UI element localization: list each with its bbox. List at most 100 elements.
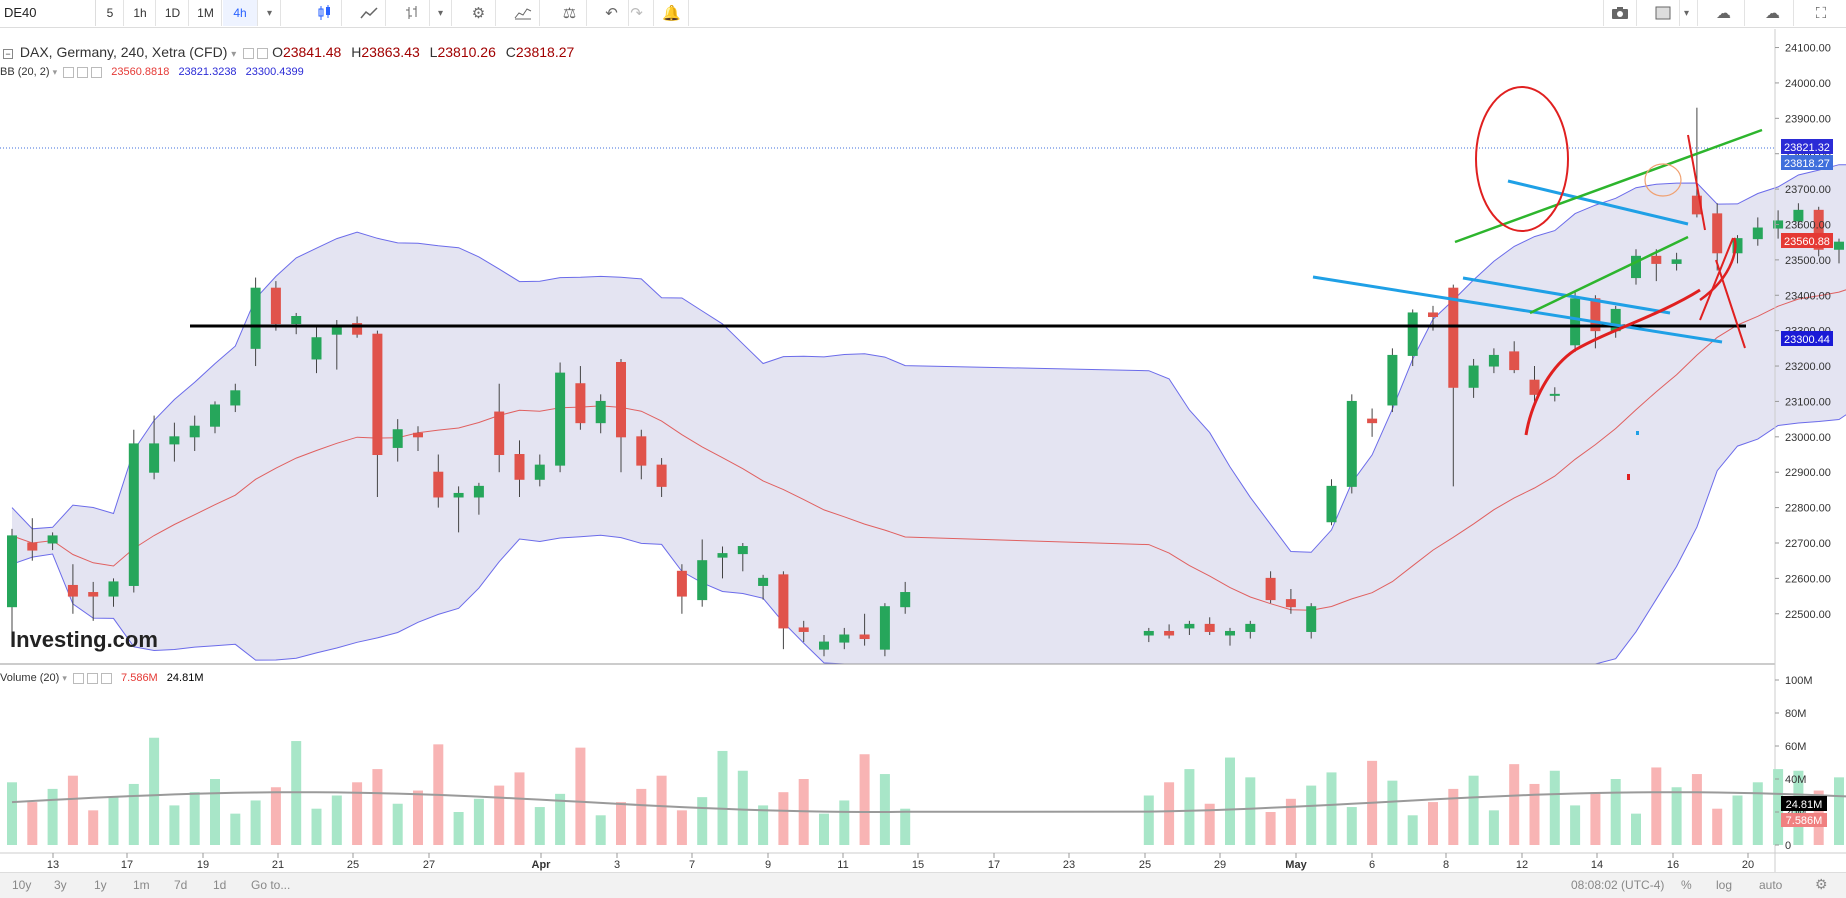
red-ellipse-drawing[interactable] bbox=[1475, 86, 1569, 232]
legend-eye-icon[interactable] bbox=[243, 47, 255, 59]
volume-bar bbox=[514, 772, 525, 845]
collapse-icon[interactable]: − bbox=[3, 49, 13, 59]
undo-icon[interactable]: ↶ bbox=[595, 0, 629, 26]
volume-tick-label: 100M bbox=[1785, 675, 1813, 687]
red-slash-drawing[interactable] bbox=[1687, 134, 1746, 349]
save-cloud-icon[interactable]: ☁ bbox=[1752, 0, 1794, 26]
legend-settings-icon[interactable] bbox=[257, 47, 269, 59]
volume-bar bbox=[1407, 815, 1418, 845]
chart-canvas[interactable]: Investing.com 24100.00 24000.00 23900.00 23… bbox=[0, 29, 1846, 872]
bb-upper-value: 23821.3238 bbox=[178, 66, 237, 78]
date-tick-label: 7 bbox=[689, 859, 695, 871]
bottom-settings-gear-icon[interactable]: ⚙ bbox=[1815, 876, 1828, 892]
green-line-lower[interactable] bbox=[1529, 235, 1689, 315]
volume-dropdown-icon[interactable]: ▾ bbox=[62, 673, 67, 683]
symbol-input[interactable]: DE40 bbox=[0, 0, 96, 26]
volume-eye-icon[interactable] bbox=[72, 672, 84, 684]
auto-toggle[interactable]: auto bbox=[1759, 878, 1783, 892]
candle-body bbox=[697, 560, 708, 601]
range-10y[interactable]: 10y bbox=[12, 878, 32, 892]
layout-dropdown-icon[interactable]: ▾ bbox=[1676, 0, 1698, 26]
candle-body bbox=[230, 390, 241, 406]
percent-toggle[interactable]: % bbox=[1681, 878, 1692, 892]
legend-dropdown-icon[interactable]: ▾ bbox=[231, 49, 237, 60]
log-toggle[interactable]: log bbox=[1716, 878, 1733, 892]
volume-bar bbox=[1671, 787, 1682, 845]
orange-ellipse-drawing[interactable] bbox=[1644, 163, 1682, 197]
interval-1d[interactable]: 1D bbox=[157, 0, 189, 26]
redo-icon[interactable]: ↷ bbox=[620, 0, 654, 26]
bars-chart-type-icon[interactable] bbox=[396, 0, 430, 26]
bb-close-icon[interactable] bbox=[91, 66, 103, 78]
range-1m[interactable]: 1m bbox=[133, 878, 150, 892]
close-value: 23818.27 bbox=[515, 44, 575, 60]
bollinger-middle-line bbox=[11, 289, 1846, 611]
bb-eye-icon[interactable] bbox=[63, 66, 75, 78]
volume-close-icon[interactable] bbox=[100, 672, 112, 684]
volume-last-tag: 7.586M bbox=[1786, 815, 1823, 827]
channel-line-1[interactable] bbox=[1312, 275, 1723, 344]
line-chart-type-icon[interactable] bbox=[352, 0, 386, 26]
volume-bar bbox=[879, 774, 890, 845]
goto-button[interactable]: Go to... bbox=[251, 878, 291, 892]
candle-body bbox=[717, 553, 728, 558]
candle-body bbox=[1813, 209, 1824, 250]
chart-layout-icon[interactable] bbox=[1646, 0, 1680, 26]
candle-body bbox=[1285, 599, 1296, 608]
chart-type-dropdown-icon[interactable]: ▾ bbox=[430, 0, 452, 26]
date-tick-label: 21 bbox=[272, 859, 284, 871]
bb-upper-tag: 23821.32 bbox=[1784, 142, 1830, 154]
volume-bar bbox=[900, 808, 911, 845]
interval-1m[interactable]: 1M bbox=[190, 0, 222, 26]
volume-bar bbox=[1590, 792, 1601, 845]
candle-body bbox=[1245, 623, 1256, 632]
investing-watermark: Investing.com bbox=[10, 627, 158, 652]
last-price-tag: 23818.27 bbox=[1784, 158, 1830, 170]
compare-scales-icon[interactable]: ⚖ bbox=[553, 0, 587, 26]
candle-body bbox=[1143, 630, 1154, 636]
interval-dropdown-icon[interactable]: ▾ bbox=[259, 0, 281, 26]
interval-5[interactable]: 5 bbox=[97, 0, 124, 26]
volume-bar bbox=[128, 783, 139, 845]
settings-gear-icon[interactable]: ⚙ bbox=[462, 0, 496, 26]
alert-bell-icon[interactable]: 🔔 bbox=[655, 0, 689, 26]
date-axis[interactable]: 13 17 19 21 25 27 Apr 3 7 9 11 15 17 23 25 29 May 6 8 12 14 1… bbox=[47, 853, 1754, 871]
green-line-upper[interactable] bbox=[1454, 128, 1763, 244]
indicators-icon[interactable] bbox=[506, 0, 540, 26]
interval-4h[interactable]: 4h bbox=[223, 0, 258, 26]
candle-body bbox=[1306, 606, 1317, 632]
candle-body bbox=[1184, 623, 1195, 629]
volume-bar bbox=[1143, 795, 1154, 845]
bb-dropdown-icon[interactable]: ▾ bbox=[52, 67, 58, 77]
date-tick-label: 16 bbox=[1667, 859, 1679, 871]
candles-layer bbox=[7, 107, 1844, 657]
load-cloud-icon[interactable]: ☁ bbox=[1703, 0, 1745, 26]
candles-chart-type-icon[interactable] bbox=[308, 0, 342, 26]
interval-1h[interactable]: 1h bbox=[125, 0, 156, 26]
candle-body bbox=[27, 542, 38, 551]
volume-bar bbox=[1387, 780, 1398, 845]
date-tick-label: 9 bbox=[765, 859, 771, 871]
volume-settings-icon[interactable] bbox=[86, 672, 98, 684]
range-3y[interactable]: 3y bbox=[54, 878, 67, 892]
candle-body bbox=[128, 443, 139, 586]
date-tick-label: May bbox=[1285, 859, 1307, 871]
red-curve-drawing[interactable] bbox=[1524, 288, 1701, 436]
volume-bar bbox=[1204, 803, 1215, 845]
candle-body bbox=[473, 485, 484, 498]
range-1y[interactable]: 1y bbox=[94, 878, 107, 892]
high-label: H bbox=[351, 44, 362, 60]
channel-line-3[interactable] bbox=[1507, 179, 1689, 226]
red-hook-drawing[interactable] bbox=[1699, 237, 1737, 302]
date-tick-label: 19 bbox=[197, 859, 209, 871]
candle-body bbox=[88, 592, 99, 597]
candle-body bbox=[1367, 418, 1378, 424]
camera-snapshot-icon[interactable] bbox=[1603, 0, 1637, 26]
volume-bar bbox=[1691, 774, 1702, 845]
range-7d[interactable]: 7d bbox=[174, 878, 188, 892]
bb-settings-icon[interactable] bbox=[77, 66, 89, 78]
range-1d[interactable]: 1d bbox=[213, 878, 227, 892]
candle-body bbox=[1793, 209, 1804, 222]
clock-time: 08:08:02 (UTC-4) bbox=[1571, 878, 1665, 892]
fullscreen-icon[interactable]: ⛶ bbox=[1815, 4, 1827, 22]
